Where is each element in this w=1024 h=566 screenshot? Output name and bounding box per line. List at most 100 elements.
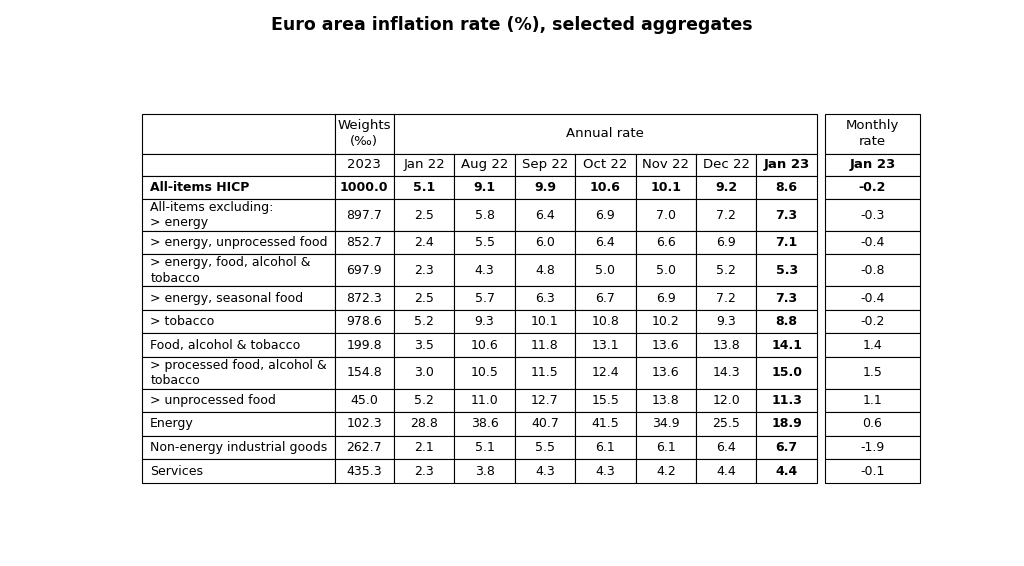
Bar — [142, 175, 335, 199]
Bar — [575, 310, 636, 333]
Bar — [696, 333, 757, 357]
Text: 6.4: 6.4 — [536, 208, 555, 221]
Bar — [824, 357, 920, 389]
Bar — [455, 286, 515, 310]
Bar — [455, 310, 515, 333]
Text: 6.7: 6.7 — [775, 441, 798, 454]
Bar — [142, 255, 335, 286]
Text: 5.2: 5.2 — [414, 315, 434, 328]
Bar — [335, 333, 394, 357]
Text: 4.3: 4.3 — [536, 465, 555, 478]
Text: 1.4: 1.4 — [862, 338, 883, 351]
Text: 7.1: 7.1 — [775, 236, 798, 249]
Text: 11.8: 11.8 — [531, 338, 559, 351]
Text: 7.2: 7.2 — [716, 291, 736, 305]
Bar — [394, 412, 455, 436]
Bar — [394, 357, 455, 389]
Text: Services: Services — [151, 465, 203, 478]
Text: 10.1: 10.1 — [531, 315, 559, 328]
Bar — [824, 231, 920, 255]
Text: 10.2: 10.2 — [652, 315, 680, 328]
Bar — [575, 389, 636, 412]
Bar — [757, 310, 817, 333]
Text: 5.5: 5.5 — [535, 441, 555, 454]
Text: 6.1: 6.1 — [656, 441, 676, 454]
Text: 6.9: 6.9 — [717, 236, 736, 249]
Bar — [515, 175, 575, 199]
Text: > processed food, alcohol &
tobacco: > processed food, alcohol & tobacco — [151, 358, 327, 387]
Text: 852.7: 852.7 — [346, 236, 382, 249]
Text: 45.0: 45.0 — [350, 394, 378, 407]
Bar — [394, 154, 455, 175]
Bar — [455, 175, 515, 199]
Text: 697.9: 697.9 — [346, 264, 382, 277]
Text: Euro area inflation rate (%), selected aggregates: Euro area inflation rate (%), selected a… — [271, 16, 753, 34]
Text: 9.2: 9.2 — [715, 181, 737, 194]
Text: 6.3: 6.3 — [536, 291, 555, 305]
Text: -1.9: -1.9 — [860, 441, 885, 454]
Text: 7.0: 7.0 — [655, 208, 676, 221]
Bar — [824, 255, 920, 286]
Bar — [455, 255, 515, 286]
Bar — [757, 231, 817, 255]
Text: 6.6: 6.6 — [656, 236, 676, 249]
Text: Sep 22: Sep 22 — [522, 158, 568, 171]
Text: 978.6: 978.6 — [346, 315, 382, 328]
Text: > unprocessed food: > unprocessed food — [151, 394, 276, 407]
Bar — [142, 333, 335, 357]
Text: > energy, food, alcohol &
tobacco: > energy, food, alcohol & tobacco — [151, 256, 310, 285]
Text: 3.8: 3.8 — [474, 465, 495, 478]
Text: 10.5: 10.5 — [471, 366, 499, 379]
Text: 13.8: 13.8 — [713, 338, 740, 351]
Text: 5.8: 5.8 — [474, 208, 495, 221]
Bar — [515, 459, 575, 483]
Text: 28.8: 28.8 — [411, 418, 438, 431]
Bar — [824, 199, 920, 231]
Bar — [757, 333, 817, 357]
Bar — [394, 389, 455, 412]
Bar — [575, 231, 636, 255]
Bar — [515, 436, 575, 459]
Bar — [757, 459, 817, 483]
Text: -0.8: -0.8 — [860, 264, 885, 277]
Bar — [696, 175, 757, 199]
Text: Non-energy industrial goods: Non-energy industrial goods — [151, 441, 328, 454]
Text: 2.1: 2.1 — [415, 441, 434, 454]
Text: 0.6: 0.6 — [862, 418, 883, 431]
Text: 4.3: 4.3 — [596, 465, 615, 478]
Bar — [575, 286, 636, 310]
Bar — [757, 255, 817, 286]
Text: 5.1: 5.1 — [413, 181, 435, 194]
Bar — [636, 231, 696, 255]
Bar — [636, 199, 696, 231]
Text: 13.6: 13.6 — [652, 366, 680, 379]
Text: Annual rate: Annual rate — [566, 127, 644, 140]
Bar — [335, 310, 394, 333]
Bar — [636, 357, 696, 389]
Bar — [335, 286, 394, 310]
Text: 3.0: 3.0 — [414, 366, 434, 379]
Bar — [575, 412, 636, 436]
Bar — [757, 412, 817, 436]
Bar — [335, 412, 394, 436]
Text: 12.7: 12.7 — [531, 394, 559, 407]
Bar — [757, 389, 817, 412]
Text: -0.2: -0.2 — [859, 181, 886, 194]
Bar — [394, 114, 817, 154]
Text: Jan 23: Jan 23 — [764, 158, 810, 171]
Bar — [757, 357, 817, 389]
Text: -0.1: -0.1 — [860, 465, 885, 478]
Text: Monthly
rate: Monthly rate — [846, 119, 899, 148]
Text: 4.2: 4.2 — [656, 465, 676, 478]
Text: > tobacco: > tobacco — [151, 315, 214, 328]
Text: 10.8: 10.8 — [592, 315, 620, 328]
Bar — [824, 459, 920, 483]
Bar — [515, 310, 575, 333]
Bar — [455, 459, 515, 483]
Bar — [394, 175, 455, 199]
Text: 38.6: 38.6 — [471, 418, 499, 431]
Bar — [394, 436, 455, 459]
Text: 872.3: 872.3 — [346, 291, 382, 305]
Bar — [636, 310, 696, 333]
Text: 2.5: 2.5 — [414, 291, 434, 305]
